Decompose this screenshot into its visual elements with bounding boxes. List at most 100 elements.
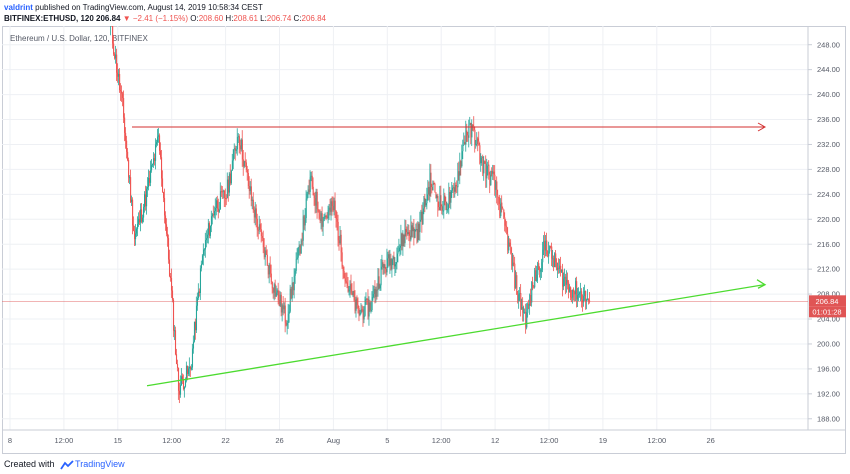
close-key: C: [293,14,302,23]
grid-lines [2,26,808,430]
candle-body [398,247,400,252]
candle-body [289,288,291,312]
candle-body [457,171,459,188]
candle-body [465,130,467,145]
candle-body [168,238,170,260]
last-price-label: 206.84 [96,14,121,23]
time-tick-label: 12 [491,436,499,445]
candle-body [278,300,280,306]
candle-body [185,380,187,387]
candle-body [474,129,476,145]
candle-body [164,197,166,216]
candle-body [187,365,189,374]
chart-frame[interactable]: Ethereum / U.S. Dollar, 120, BITFINEX 24… [2,14,846,454]
price-axis[interactable]: 248.00 244.00 240.00 236.00 232.00 228.00 224.… [808,40,840,423]
candle-body [570,287,572,298]
candle-body [331,201,333,206]
candle-body [186,365,188,381]
candle-body [442,210,444,212]
candle-body [376,289,378,291]
candle-body [453,187,455,192]
candle-body [181,376,183,386]
candle-body [364,299,366,316]
candle-body [501,202,503,209]
price-tick-label: 232.00 [817,140,840,149]
candle-body [433,182,435,184]
candle-body [327,210,329,219]
candle-body [295,259,297,271]
price-tick-label: 196.00 [817,365,840,374]
candle-body [419,219,421,233]
candle-body [211,214,213,217]
candle-body [461,151,463,167]
candle-body [466,130,468,136]
candle-body [290,288,292,299]
candle-body [119,73,121,91]
price-tick-label: 216.00 [817,240,840,249]
candle-body [112,24,114,44]
candle-body [204,249,206,251]
candle-body [365,298,367,300]
candle-body [444,195,446,202]
candle-body [477,138,479,142]
candle-body [522,307,524,313]
low-key: L: [260,14,267,23]
candle-body [139,218,141,223]
candle-body [467,135,469,138]
candle-body [336,218,338,222]
candle-body [475,144,477,146]
candle-body [326,216,328,219]
time-tick-label: 5 [385,436,389,445]
price-tick-label: 236.00 [817,115,840,124]
last-price-box [809,295,846,307]
drawings[interactable] [2,122,808,387]
time-tick-label: 12:00 [162,436,181,445]
candle-body [526,312,528,328]
candle-body [165,215,167,225]
candle-body [118,73,120,77]
candle-body [243,161,245,167]
chart-border [2,26,846,454]
symbol-label: BITFINEX:ETHUSD, 120 [4,14,94,23]
tradingview-brand-link[interactable]: TradingView [75,459,125,469]
candle-body [228,173,230,193]
author-link[interactable]: valdrint [4,3,33,12]
candle-body [523,312,525,314]
candle-body [159,135,161,151]
candle-body [271,281,273,289]
candle-body [411,225,413,232]
candle-body [344,278,346,282]
candle-body [284,305,286,323]
candle-body [222,190,224,192]
candle-body [403,234,405,244]
time-tick-label: 26 [275,436,283,445]
candle-body [363,315,365,320]
candle-body [478,141,480,146]
candle-body [257,229,259,231]
candle-body [310,175,312,178]
candle-body [160,150,162,158]
candle-body [218,209,220,212]
candle-body [470,122,472,138]
candle-body [132,199,134,226]
candle-body [258,224,260,230]
candle-body [296,257,298,260]
time-tick-label: 8 [8,436,12,445]
candle-body [240,139,242,150]
time-axis[interactable]: 8 12:00 15 12:00 22 26 Aug 5 12:00 12 12:00 19 12:00… [8,436,715,445]
candle-body [322,220,324,227]
candle-body [368,302,370,317]
change-label: ▼ −2.41 (−1.15%) [122,14,189,23]
candle-body [460,161,462,167]
candle-body [288,311,290,314]
time-tick-label: 12:00 [540,436,559,445]
candle-body [145,194,147,207]
candle-body [513,262,515,264]
price-chart[interactable]: Ethereum / U.S. Dollar, 120, BITFINEX 24… [2,14,846,454]
candle-body [206,234,208,239]
candle-body [230,170,232,184]
candle-body [242,159,244,167]
candle-body [146,188,148,207]
candle-body [511,252,513,266]
candle-body [498,197,500,204]
